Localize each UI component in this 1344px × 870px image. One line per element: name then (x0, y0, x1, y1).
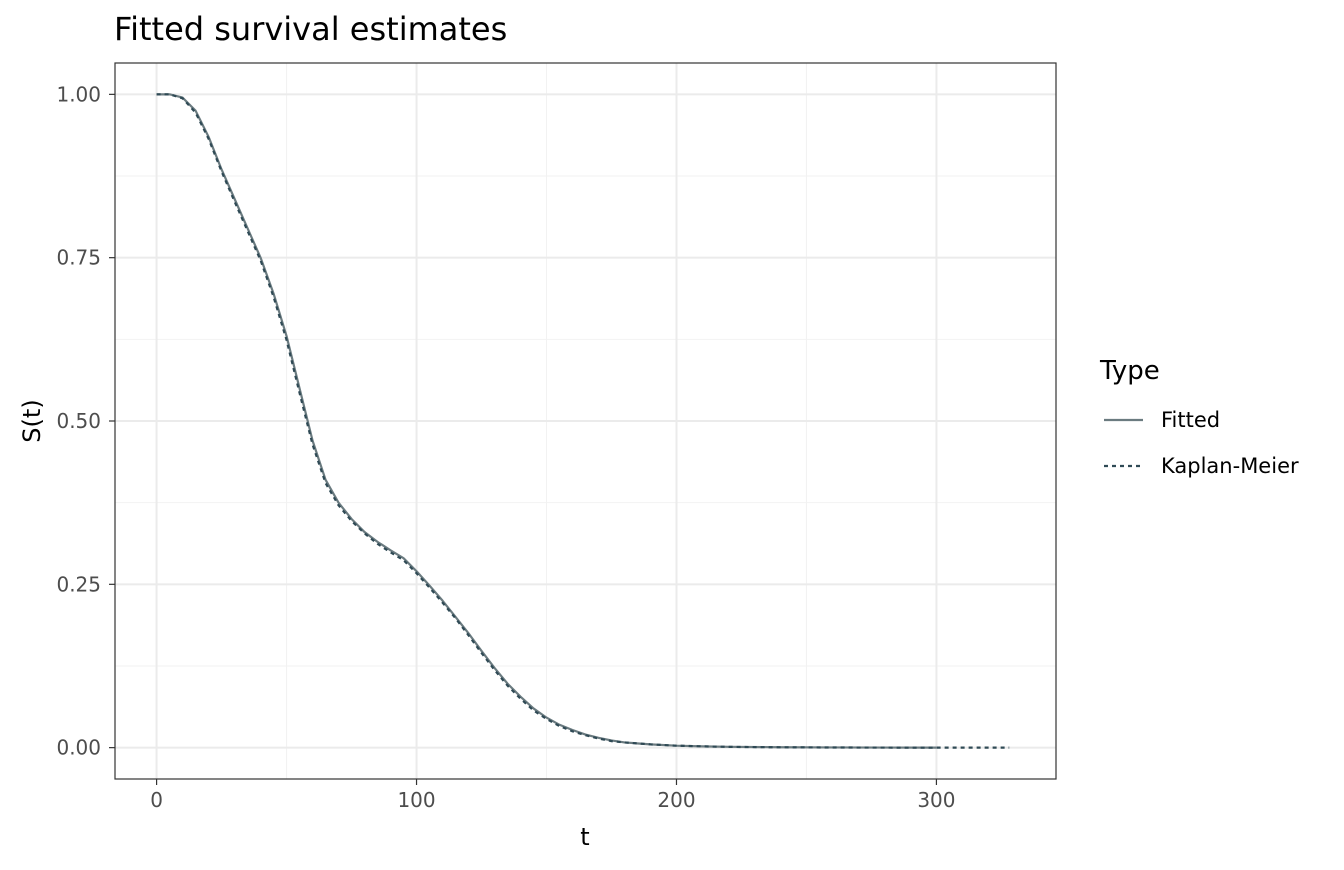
minor-gridlines (115, 63, 1056, 779)
y-tick-label: 0.50 (56, 409, 101, 433)
series-line-kaplan-meier (156, 93, 1010, 749)
x-tick-label: 200 (657, 788, 695, 812)
y-tick-label: 0.75 (56, 246, 101, 270)
legend-label-fitted: Fitted (1161, 408, 1220, 432)
x-axis-title: t (580, 823, 589, 851)
y-axis-title: S(t) (18, 399, 46, 442)
x-tick-label: 0 (150, 788, 163, 812)
x-tick-label: 100 (397, 788, 435, 812)
x-axis: 0 100 200 300 (150, 779, 956, 812)
y-axis: 0.00 0.25 0.50 0.75 1.00 (56, 82, 115, 760)
y-tick-label: 0.25 (56, 572, 101, 596)
series-lines (156, 93, 1010, 749)
x-tick-label: 300 (917, 788, 955, 812)
legend-title: Type (1099, 356, 1160, 386)
legend-label-kaplan-meier: Kaplan-Meier (1161, 454, 1299, 478)
y-tick-label: 0.00 (56, 736, 101, 760)
y-tick-label: 1.00 (56, 82, 101, 106)
legend: Type Fitted Kaplan-Meier (1099, 356, 1299, 478)
chart-title: Fitted survival estimates (114, 10, 507, 48)
major-gridlines (115, 63, 1056, 779)
